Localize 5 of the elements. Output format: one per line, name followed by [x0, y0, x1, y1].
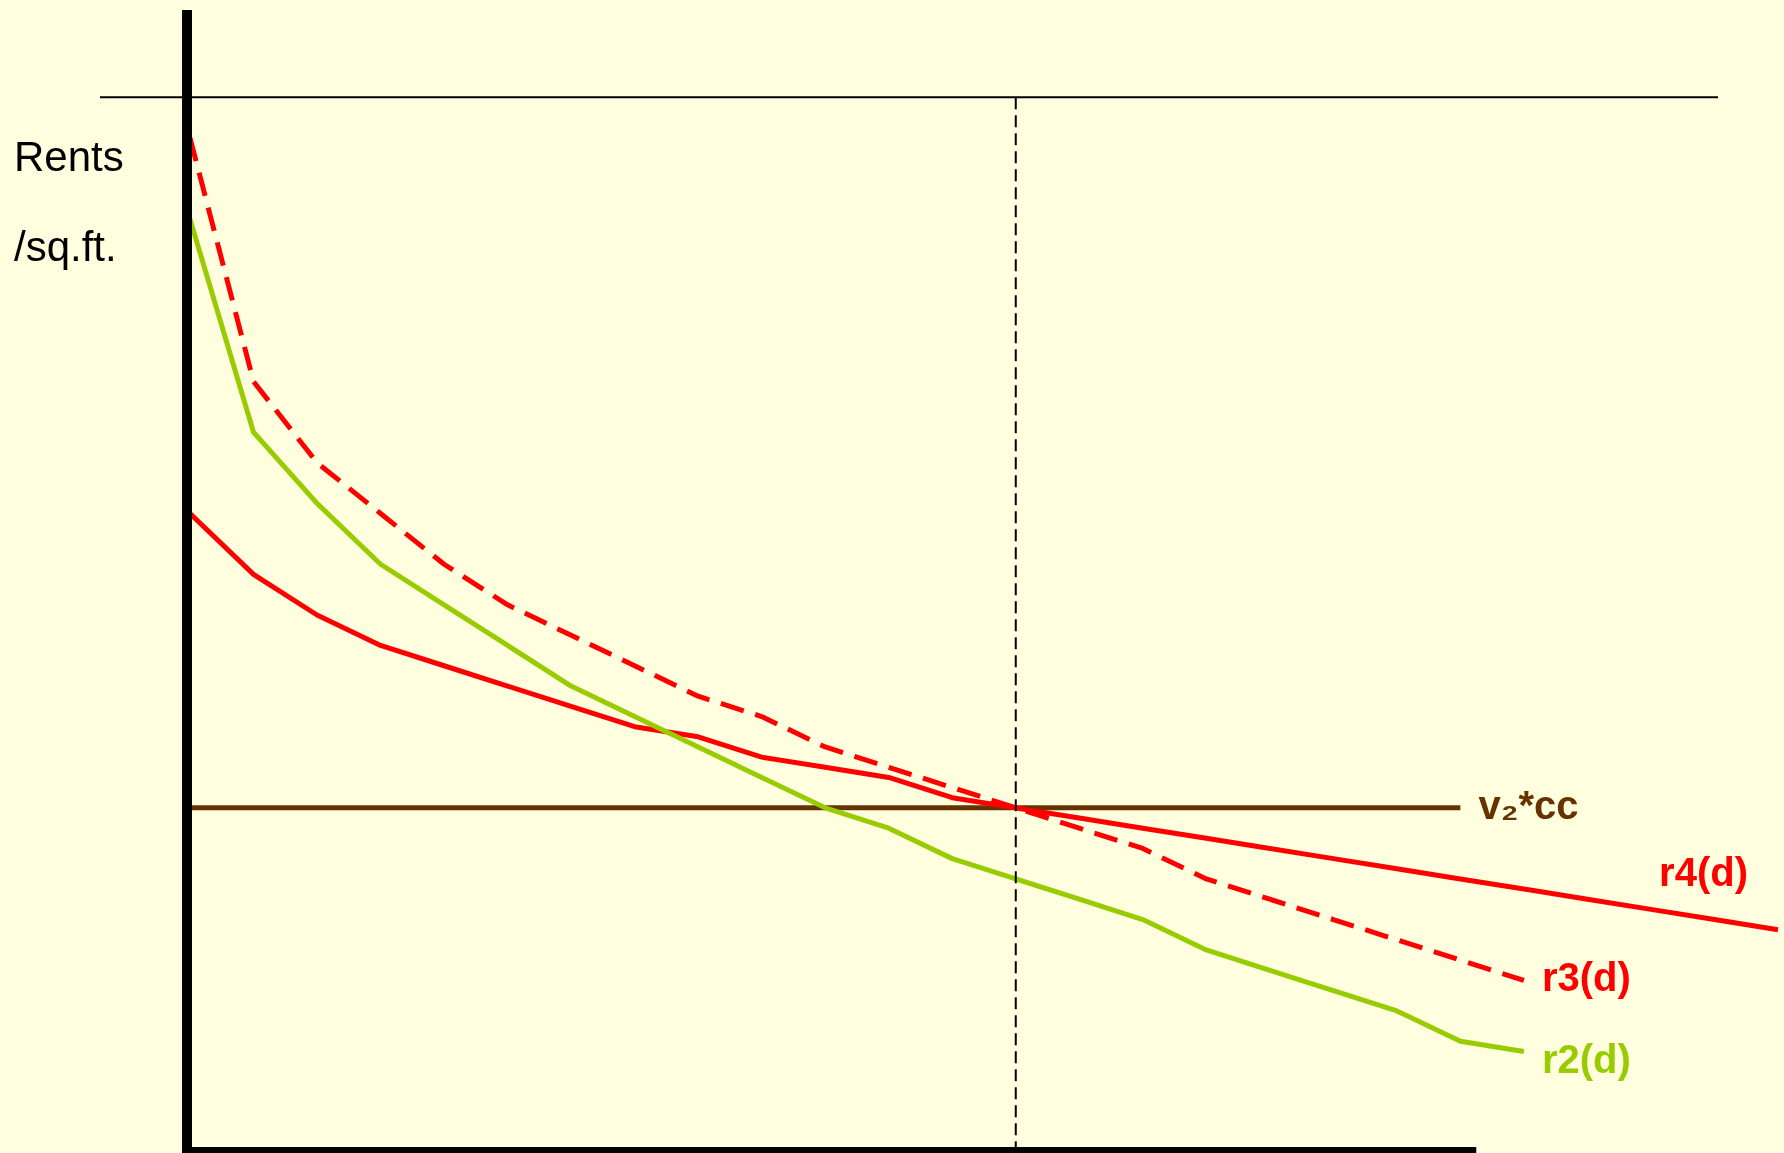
series-label: r4(d) — [1659, 849, 1748, 894]
y-axis-title: Rents /sq.ft. — [14, 132, 125, 272]
series-label: r3(d) — [1541, 955, 1631, 1000]
series-label: v₂*cc — [1478, 782, 1579, 827]
series-label: r2(d) — [1541, 1036, 1631, 1081]
